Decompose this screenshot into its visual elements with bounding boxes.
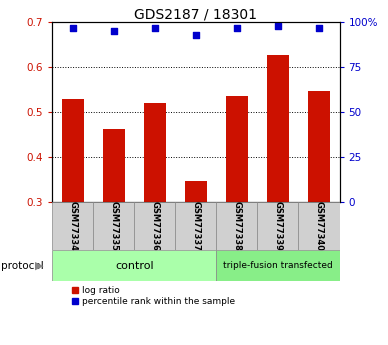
Bar [175, 202, 217, 250]
Text: GSM77338: GSM77338 [232, 201, 241, 251]
Bar [94, 202, 134, 250]
Bar [52, 202, 94, 250]
Bar [102, 129, 125, 202]
Point [234, 25, 240, 31]
Point [152, 25, 158, 31]
Text: GSM77336: GSM77336 [151, 201, 159, 251]
Point [193, 32, 199, 38]
Bar [217, 250, 340, 281]
Text: GSM77340: GSM77340 [315, 201, 324, 251]
Text: GSM77337: GSM77337 [191, 201, 201, 251]
Point [70, 25, 76, 31]
Text: GSM77339: GSM77339 [274, 201, 282, 251]
Bar [217, 202, 258, 250]
Bar [185, 181, 207, 202]
Bar [144, 103, 166, 202]
Point [316, 25, 322, 31]
Text: GSM77335: GSM77335 [109, 201, 118, 251]
Bar [298, 202, 340, 250]
Bar [134, 202, 175, 250]
Bar [267, 55, 289, 202]
Bar [226, 96, 248, 202]
Point [275, 23, 281, 29]
Bar [258, 202, 298, 250]
Title: GDS2187 / 18301: GDS2187 / 18301 [134, 7, 258, 21]
Text: ▶: ▶ [35, 261, 43, 270]
Bar [62, 99, 84, 202]
Bar [308, 91, 330, 202]
Bar [52, 250, 217, 281]
Point [111, 29, 117, 34]
Text: control: control [115, 261, 154, 270]
Legend: log ratio, percentile rank within the sample: log ratio, percentile rank within the sa… [71, 286, 235, 306]
Text: protocol: protocol [1, 261, 43, 270]
Text: GSM77334: GSM77334 [68, 201, 77, 251]
Text: triple-fusion transfected: triple-fusion transfected [223, 261, 333, 270]
